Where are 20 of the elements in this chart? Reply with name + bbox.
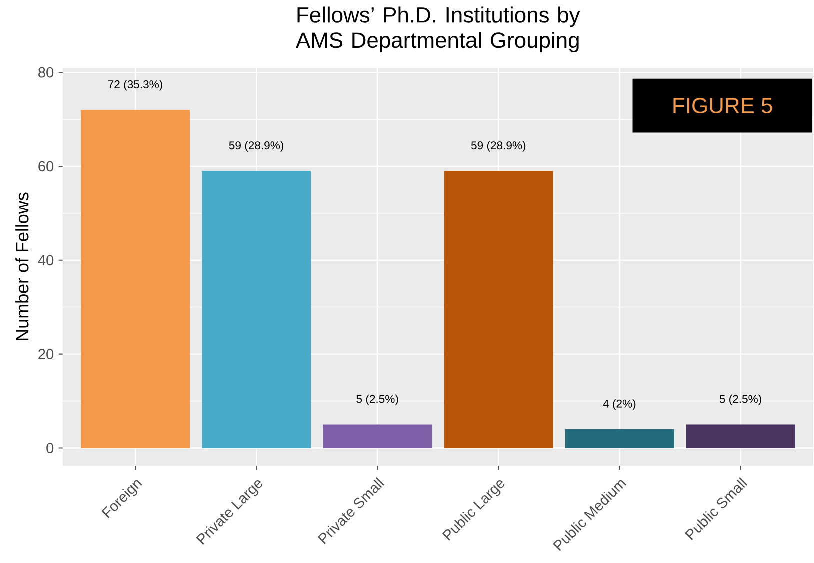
data-label: 72 (35.3%) bbox=[108, 80, 162, 91]
bar bbox=[81, 110, 190, 448]
y-axis-title: Number of Fellows bbox=[16, 192, 29, 340]
data-label: 5 (2.5%) bbox=[356, 394, 398, 406]
y-tick-label: 60 bbox=[38, 161, 54, 172]
bar bbox=[686, 424, 796, 448]
bar bbox=[565, 430, 674, 448]
bar bbox=[444, 171, 554, 448]
data-label: 59 (28.9%) bbox=[471, 141, 526, 152]
y-tick-label: 40 bbox=[38, 255, 54, 266]
data-label: 5 (2.5%) bbox=[720, 394, 762, 406]
annotation: FIGURE 5 bbox=[674, 98, 772, 114]
bar bbox=[323, 424, 432, 448]
y-tick-label: 0 bbox=[46, 443, 54, 454]
chart-title: Fellows’ Ph.D. Institutions by AMS Departmental Grouping bbox=[296, 6, 580, 53]
data-label: 4 (2%) bbox=[603, 400, 636, 410]
data-label: 59 (28.9%) bbox=[229, 141, 284, 152]
y-tick-label: 80 bbox=[38, 67, 54, 78]
y-tick-label: 20 bbox=[38, 349, 54, 360]
bar bbox=[202, 171, 312, 448]
